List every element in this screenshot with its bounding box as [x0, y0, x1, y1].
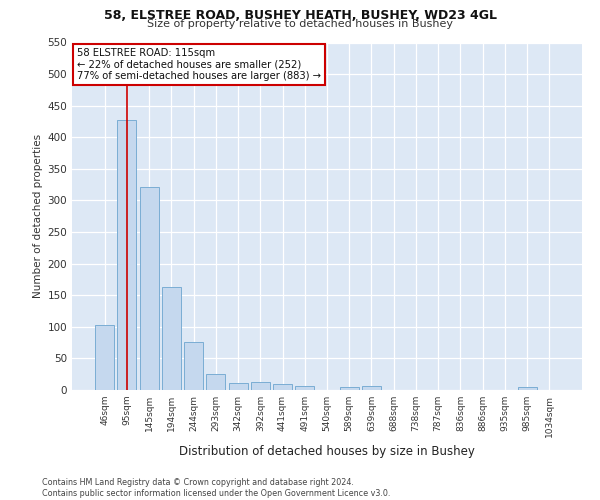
Bar: [229, 383, 248, 390]
Bar: [118, 120, 136, 390]
Bar: [162, 287, 181, 390]
X-axis label: Distribution of detached houses by size in Bushey: Distribution of detached houses by size …: [179, 445, 475, 458]
Bar: [340, 387, 359, 390]
Bar: [206, 374, 225, 390]
Bar: [140, 186, 158, 390]
Y-axis label: Number of detached properties: Number of detached properties: [33, 134, 43, 298]
Text: 58 ELSTREE ROAD: 115sqm
← 22% of detached houses are smaller (252)
77% of semi-d: 58 ELSTREE ROAD: 115sqm ← 22% of detache…: [77, 48, 321, 81]
Bar: [251, 382, 270, 390]
Text: 58, ELSTREE ROAD, BUSHEY HEATH, BUSHEY, WD23 4GL: 58, ELSTREE ROAD, BUSHEY HEATH, BUSHEY, …: [104, 9, 497, 22]
Text: Contains HM Land Registry data © Crown copyright and database right 2024.
Contai: Contains HM Land Registry data © Crown c…: [42, 478, 391, 498]
Bar: [273, 384, 292, 390]
Bar: [295, 386, 314, 390]
Bar: [362, 386, 381, 390]
Bar: [518, 387, 536, 390]
Bar: [95, 325, 114, 390]
Bar: [184, 342, 203, 390]
Text: Size of property relative to detached houses in Bushey: Size of property relative to detached ho…: [147, 19, 453, 29]
